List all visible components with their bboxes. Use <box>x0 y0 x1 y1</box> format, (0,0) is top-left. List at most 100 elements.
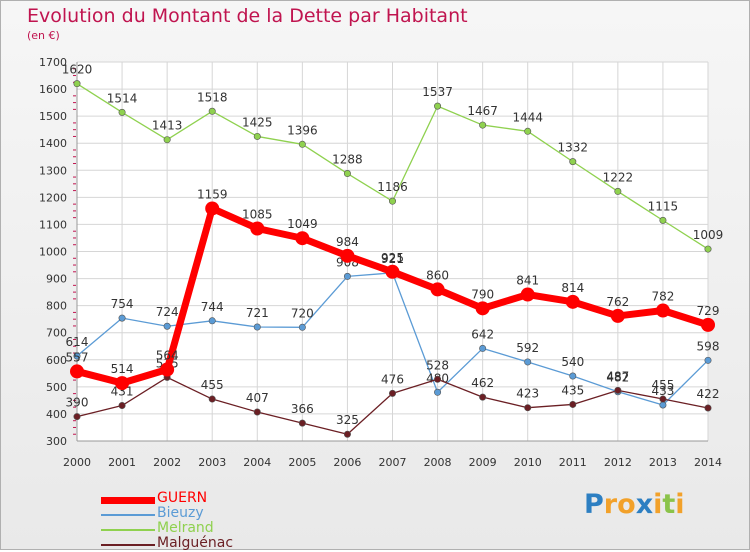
data-point <box>479 393 487 401</box>
x-tick-label: 2011 <box>559 456 587 469</box>
y-tick-label: 1400 <box>39 137 67 150</box>
data-point <box>614 386 622 394</box>
data-label: 1413 <box>152 119 183 133</box>
legend-swatch <box>101 496 155 504</box>
y-tick-label: 500 <box>46 381 67 394</box>
data-label: 925 <box>381 251 404 265</box>
data-point <box>208 107 216 115</box>
data-label: 1518 <box>197 90 228 104</box>
y-tick-label: 400 <box>46 408 67 421</box>
data-point <box>659 401 667 409</box>
y-tick-label: 700 <box>46 327 67 340</box>
data-label: 366 <box>291 402 314 416</box>
data-point <box>205 201 220 216</box>
data-point <box>160 362 175 377</box>
data-label: 433 <box>651 384 674 398</box>
data-point <box>73 413 81 421</box>
data-label: 1222 <box>603 170 634 184</box>
data-point <box>701 317 715 332</box>
data-point <box>388 389 396 397</box>
data-label: 1085 <box>242 207 273 221</box>
x-tick-label: 2007 <box>379 456 407 469</box>
y-tick-label: 1300 <box>39 164 67 177</box>
x-tick-label: 2010 <box>514 456 542 469</box>
data-point <box>569 372 577 380</box>
data-point <box>73 352 81 360</box>
data-point <box>655 303 670 318</box>
data-point <box>524 127 532 135</box>
data-point <box>163 136 171 144</box>
x-tick-label: 2006 <box>333 456 361 469</box>
data-label: 325 <box>336 413 359 427</box>
data-point <box>475 301 490 316</box>
data-label: 744 <box>201 300 224 314</box>
data-label: 790 <box>471 287 494 301</box>
data-point <box>520 287 535 302</box>
data-label: 462 <box>471 376 494 390</box>
y-tick-label: 1500 <box>39 110 67 123</box>
data-label: 860 <box>426 268 449 282</box>
data-label: 598 <box>697 339 720 353</box>
data-point <box>343 430 351 438</box>
data-label: 1332 <box>558 141 589 155</box>
data-label: 729 <box>697 304 720 318</box>
data-label: 455 <box>651 378 674 392</box>
data-point <box>340 248 355 263</box>
data-point <box>524 358 532 366</box>
data-label: 1537 <box>422 85 453 99</box>
data-point <box>479 121 487 129</box>
data-point <box>253 132 261 140</box>
data-label: 435 <box>561 383 584 397</box>
y-tick-label: 900 <box>46 273 67 286</box>
y-tick-label: 1700 <box>39 56 67 69</box>
y-tick-label: 1200 <box>39 191 67 204</box>
data-point <box>208 395 216 403</box>
data-point <box>569 158 577 166</box>
data-label: 1186 <box>377 180 408 194</box>
data-point <box>385 264 400 279</box>
data-label: 1049 <box>287 217 318 231</box>
data-label: 514 <box>111 362 134 376</box>
chart-title: Evolution du Montant de la Dette par Hab… <box>27 5 468 27</box>
data-label: 1288 <box>332 153 363 167</box>
proxiti-logo: Proxiti <box>584 489 685 520</box>
data-point <box>610 308 625 323</box>
data-point <box>73 80 81 88</box>
data-point <box>479 344 487 352</box>
data-label: 476 <box>381 372 404 386</box>
data-label: 540 <box>561 355 584 369</box>
data-point <box>70 364 84 379</box>
x-tick-label: 2002 <box>153 456 181 469</box>
y-tick-label: 1100 <box>39 218 67 231</box>
data-point <box>118 402 126 410</box>
data-label: 407 <box>246 391 269 405</box>
legend-swatch <box>101 514 155 516</box>
y-tick-label: 1000 <box>39 246 67 259</box>
data-label: 1467 <box>467 104 498 118</box>
data-point <box>388 197 396 205</box>
data-point <box>434 388 442 396</box>
data-point <box>565 294 580 309</box>
y-tick-label: 1600 <box>39 83 67 96</box>
legend-swatch <box>101 544 155 546</box>
x-tick-label: 2005 <box>288 456 316 469</box>
data-point <box>434 102 442 110</box>
data-point <box>250 221 265 236</box>
data-label: 754 <box>111 297 134 311</box>
data-point <box>253 408 261 416</box>
data-label: 1444 <box>512 110 543 124</box>
data-label: 528 <box>426 358 449 372</box>
data-label: 431 <box>111 385 134 399</box>
data-label: 1115 <box>648 199 679 213</box>
data-point <box>163 322 171 330</box>
data-label: 455 <box>201 378 224 392</box>
legend-label: Melrand <box>157 520 214 536</box>
data-label: 1009 <box>693 228 724 242</box>
data-point <box>430 282 445 297</box>
data-point <box>659 216 667 224</box>
data-label: 557 <box>66 350 89 364</box>
data-label: 921 <box>381 252 404 266</box>
data-label: 841 <box>516 274 539 288</box>
data-label: 482 <box>606 371 629 385</box>
data-point <box>298 140 306 148</box>
